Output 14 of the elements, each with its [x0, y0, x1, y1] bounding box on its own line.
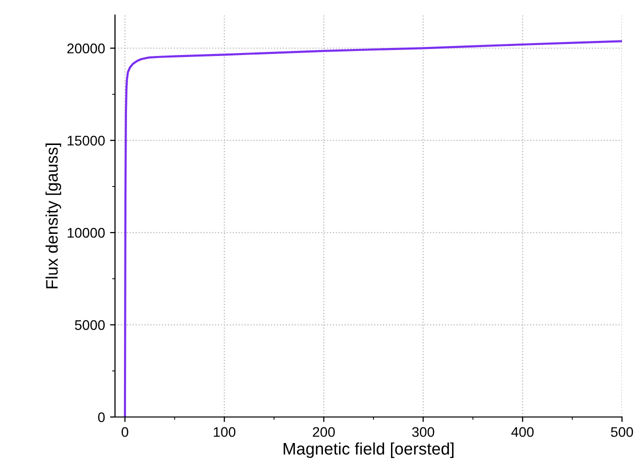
x-tick-label: 100 — [214, 427, 236, 437]
y-axis-title: Flux density [gauss] — [46, 144, 62, 288]
y-tick-label: 10000 — [68, 228, 105, 238]
y-tick-label: 0 — [98, 412, 105, 422]
x-axis-title: Magnetic field [oersted] — [284, 442, 454, 458]
y-tick-label: 5000 — [74, 320, 105, 330]
x-tick-label: 500 — [610, 427, 634, 437]
x-tick-label: 300 — [412, 427, 434, 437]
line-series — [124, 40, 622, 417]
x-tick-label: 200 — [312, 427, 335, 437]
y-tick-label: 15000 — [68, 136, 105, 146]
y-tick-label: 20000 — [67, 44, 105, 54]
x-tick-label: 400 — [511, 427, 534, 437]
x-tick-label: 0 — [122, 427, 128, 437]
